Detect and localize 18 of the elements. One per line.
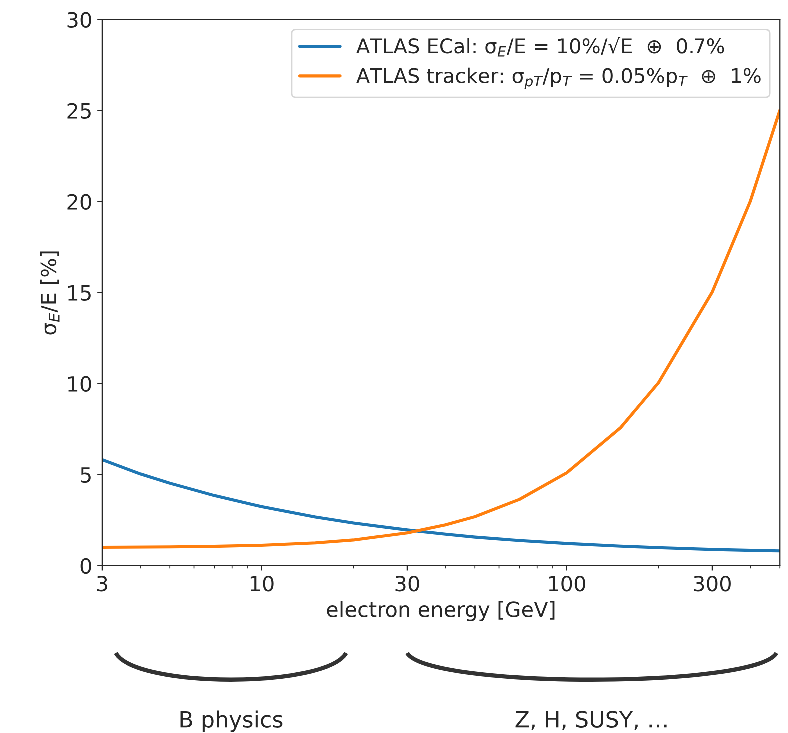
y-axis-title: σ$_{E}$/E [%] (40, 252, 60, 335)
text: Z, H, SUSY, … (516, 711, 667, 730)
x-tick-label: 300 (694, 576, 731, 592)
x-tick-label: 10 (250, 576, 274, 592)
x-tick-label: 30 (396, 576, 420, 592)
x-axis-title: electron energy [GeV] (327, 601, 555, 622)
y-tick-label: 20 (68, 194, 92, 210)
y-tick-label: 30 (68, 12, 92, 28)
y-tick-label: 15 (68, 286, 91, 302)
legend-label: ATLAS ECal: σ$_{E}$/E = 10%/√E ⊕ 0.7% (356, 37, 724, 57)
y-tick-label: 5 (81, 468, 91, 484)
y-tick-label: 10 (68, 376, 92, 392)
x-tick-label: 3 (97, 576, 108, 592)
legend-label: ATLAS tracker: σ$_{pT}$/p$_{T}$ = 0.05%p$_{T}$ ⊕ 1% (356, 68, 761, 90)
text: B physics (180, 710, 283, 732)
x-tick-label: 100 (549, 576, 586, 592)
y-tick-label: 0 (80, 558, 92, 574)
y-tick-label: 25 (68, 103, 91, 120)
